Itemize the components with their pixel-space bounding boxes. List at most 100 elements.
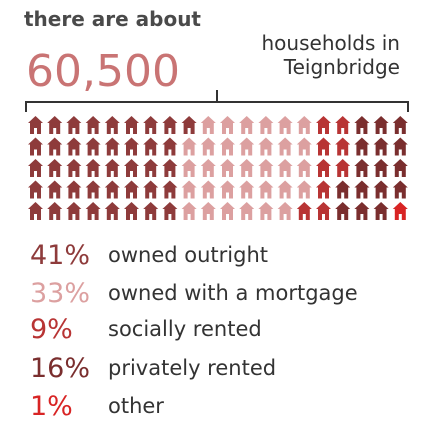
house-icon [162,137,178,156]
house-icon [220,159,235,177]
house-icon [277,202,293,220]
house-icon [277,159,293,177]
house-icon [220,202,235,220]
house-icon [392,137,408,156]
house-icon [316,180,331,199]
house-icon [354,159,370,177]
house-icon [296,137,312,156]
house-icon [296,202,312,220]
house-icon [28,180,43,199]
house-icon [162,116,178,134]
house-icon [200,159,216,177]
legend-value: 16% [30,353,90,384]
legend-label: owned outright [108,243,268,267]
house-icon [104,137,120,156]
house-icon [200,116,216,134]
house-icon [258,159,274,177]
house-icon [181,180,197,199]
house-icon [124,137,139,156]
house-icon [143,137,159,156]
house-icon [124,116,139,134]
bracket [25,90,409,112]
house-icon [354,202,370,220]
legend-label: owned with a mortgage [108,281,358,305]
unit-line: Teignbridge [283,55,400,79]
house-icon [296,180,312,199]
legend-label: socially rented [108,317,262,341]
house-icon [28,116,43,134]
house-icon [181,202,197,220]
house-icon [335,137,351,156]
house-icon [162,159,178,177]
house-icon [258,180,274,199]
intro-text: there are about [24,7,201,31]
house-icon [66,137,82,156]
legend-value: 33% [30,278,90,309]
house-icon [316,137,331,156]
house-icon [296,159,312,177]
house-icon [316,202,331,220]
house-icon [373,202,389,220]
house-icon [143,159,159,177]
house-icon [85,180,101,199]
house-icon [392,159,408,177]
house-icon [47,180,63,199]
house-icon [220,180,235,199]
house-icon [66,116,82,134]
house-icon [277,137,293,156]
house-icon [373,180,389,199]
house-icon [85,202,101,220]
house-icon [239,180,255,199]
house-icon [104,180,120,199]
house-icon [354,180,370,199]
house-icon [124,159,139,177]
house-icon [335,180,351,199]
house-icon [124,202,139,220]
house-icon [373,159,389,177]
legend-label: other [108,394,164,418]
house-icon [104,202,120,220]
house-icon [392,116,408,134]
house-icon [277,116,293,134]
house-icon [143,180,159,199]
house-icon [143,116,159,134]
legend-value: 9% [30,314,73,345]
house-icon [258,137,274,156]
house-icon [162,202,178,220]
house-icon [335,202,351,220]
house-icon [335,116,351,134]
house-icon [66,202,82,220]
house-icon [316,116,331,134]
house-icon [258,202,274,220]
legend-value: 1% [30,391,73,422]
house-icon [316,159,331,177]
house-icon [200,180,216,199]
house-icon [200,202,216,220]
house-icon [66,159,82,177]
unit-line: households in [262,31,401,55]
house-icon [124,180,139,199]
house-icon [220,137,235,156]
house-icon [47,116,63,134]
legend-label: privately rented [108,356,276,380]
house-icon [181,159,197,177]
house-icon [66,180,82,199]
house-icon [85,116,101,134]
legend-value: 41% [30,240,90,271]
house-icon [220,116,235,134]
house-icon [239,202,255,220]
house-icon [373,137,389,156]
house-icon [392,202,408,220]
total-number: 60,500 [26,46,180,97]
house-icon [239,137,255,156]
house-icon [47,159,63,177]
house-icon [28,137,43,156]
house-icon [200,137,216,156]
house-icon [28,202,43,220]
house-icon [296,116,312,134]
house-icon [354,137,370,156]
house-icon [258,116,274,134]
house-icon [373,116,389,134]
house-icon [181,116,197,134]
